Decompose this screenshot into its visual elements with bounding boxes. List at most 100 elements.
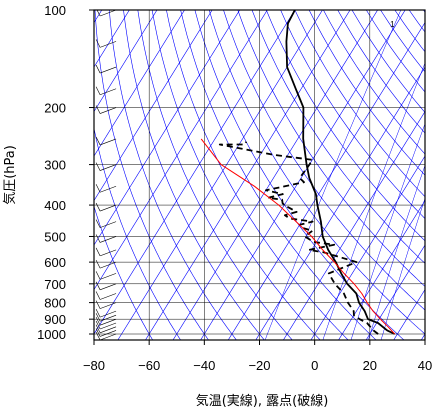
wind-barb [99, 333, 117, 340]
wind-barb [99, 221, 117, 228]
y-axis-title: 気圧(hPa) [2, 145, 18, 205]
wind-barb [99, 88, 117, 96]
isotherm-line [117, 10, 323, 340]
dry-adiabat-line [166, 10, 349, 340]
grid-lines [94, 10, 425, 340]
y-tick-label: 700 [44, 277, 66, 292]
wind-barb [99, 249, 117, 257]
wind-barb [99, 185, 117, 193]
dry-adiabat-line [208, 10, 425, 335]
temperature-line [285, 10, 396, 335]
x-tick-label: −40 [193, 358, 215, 373]
mixing-ratio-line [322, 62, 425, 340]
x-tick-label: 0 [311, 358, 318, 373]
wind-barb [99, 322, 117, 330]
wind-barb [99, 107, 117, 114]
wind-barb-flag [95, 86, 101, 95]
wind-barb-flag [95, 105, 101, 114]
wind-barb-flag [95, 313, 101, 322]
x-tick-label: −60 [138, 358, 160, 373]
dry-adiabat-line [323, 10, 425, 155]
mixing-ratio-labels: 15101520g [390, 20, 395, 29]
wind-barb-flag [95, 317, 101, 326]
mixing-ratio-line [350, 123, 425, 340]
wind-barb [99, 330, 117, 337]
isotherm-line [94, 10, 241, 246]
dry-adiabat-line [223, 10, 425, 311]
wind-barb-flag [95, 308, 101, 318]
wind-barb [99, 326, 117, 334]
wind-barb-flag [95, 219, 101, 228]
dry-adiabat-line [308, 10, 425, 176]
dry-adiabat-line [194, 10, 405, 340]
isotherm-line [94, 10, 185, 157]
wind-barb [99, 293, 117, 300]
isotherm-line [227, 22, 425, 340]
wind-barb-flag [95, 234, 101, 243]
wind-barb-flag [95, 247, 101, 257]
wind-barb-flag [95, 202, 101, 212]
dry-adiabat-line [294, 10, 425, 198]
wind-barb-flag [95, 320, 101, 330]
isotherm-line [255, 66, 425, 340]
wind-barb-flag [95, 39, 101, 48]
wind-barb-flag [95, 291, 101, 300]
isotherm-line [283, 110, 425, 340]
dry-adiabat-line [94, 205, 154, 340]
mixing-ratio-line [380, 197, 425, 340]
wind-barb [99, 66, 117, 74]
mixing-ratio-line [368, 164, 425, 340]
isotherm-line [365, 244, 425, 340]
x-tick-label: −80 [83, 358, 105, 373]
wind-barbs [95, 10, 117, 340]
wind-barb-flag [95, 281, 101, 290]
wind-barb [99, 314, 117, 322]
isotherm-line [94, 10, 158, 113]
y-tick-label: 1000 [37, 327, 66, 342]
dry-adiabat-line [94, 10, 209, 340]
wind-barb [99, 236, 117, 243]
y-tick-label: 200 [44, 101, 66, 116]
wind-barb-flag [95, 162, 101, 171]
dry-adiabat-line [94, 127, 181, 340]
wind-barb-flag [95, 324, 101, 333]
x-tick-label: 20 [363, 358, 377, 373]
isotherm-line [145, 10, 351, 340]
wind-barb [99, 310, 117, 318]
data-series [200, 10, 396, 335]
y-tick-label: 400 [44, 198, 66, 213]
y-tick-label: 300 [44, 158, 66, 173]
wind-barb [99, 164, 117, 171]
wind-barb-flag [95, 300, 101, 309]
isotherm-line [94, 10, 130, 68]
dry-adiabat-line [123, 10, 265, 340]
wind-barb-flag [96, 10, 101, 17]
dry-adiabat-line [237, 10, 425, 287]
x-tick-label: 40 [418, 358, 432, 373]
x-axis-title: 気温(実線), 露点(破線) [196, 393, 329, 409]
wind-barb-flag [95, 331, 101, 340]
dry-adiabat-line [151, 10, 321, 340]
wind-barb [99, 302, 117, 309]
isotherm-line [94, 10, 296, 335]
dry-adiabat-line [265, 10, 425, 242]
wind-barb-flag [95, 136, 101, 146]
y-tick-label: 600 [44, 255, 66, 270]
wind-barb-flag [95, 271, 101, 280]
x-tick-label: −20 [248, 358, 270, 373]
wind-barb [99, 41, 117, 48]
y-tick-label: 800 [44, 296, 66, 311]
dry-adiabat-line [137, 10, 293, 340]
isotherm-line [172, 10, 378, 340]
isotherm-line [338, 199, 425, 340]
dry-adiabat-line [280, 10, 425, 220]
wind-barb [99, 204, 117, 212]
mixing-ratio-label: 1 [390, 20, 395, 29]
dry-adiabat-line [108, 10, 237, 340]
wind-barb-flag [95, 64, 101, 74]
isotherm-line [94, 10, 268, 291]
y-tick-label: 500 [44, 230, 66, 245]
